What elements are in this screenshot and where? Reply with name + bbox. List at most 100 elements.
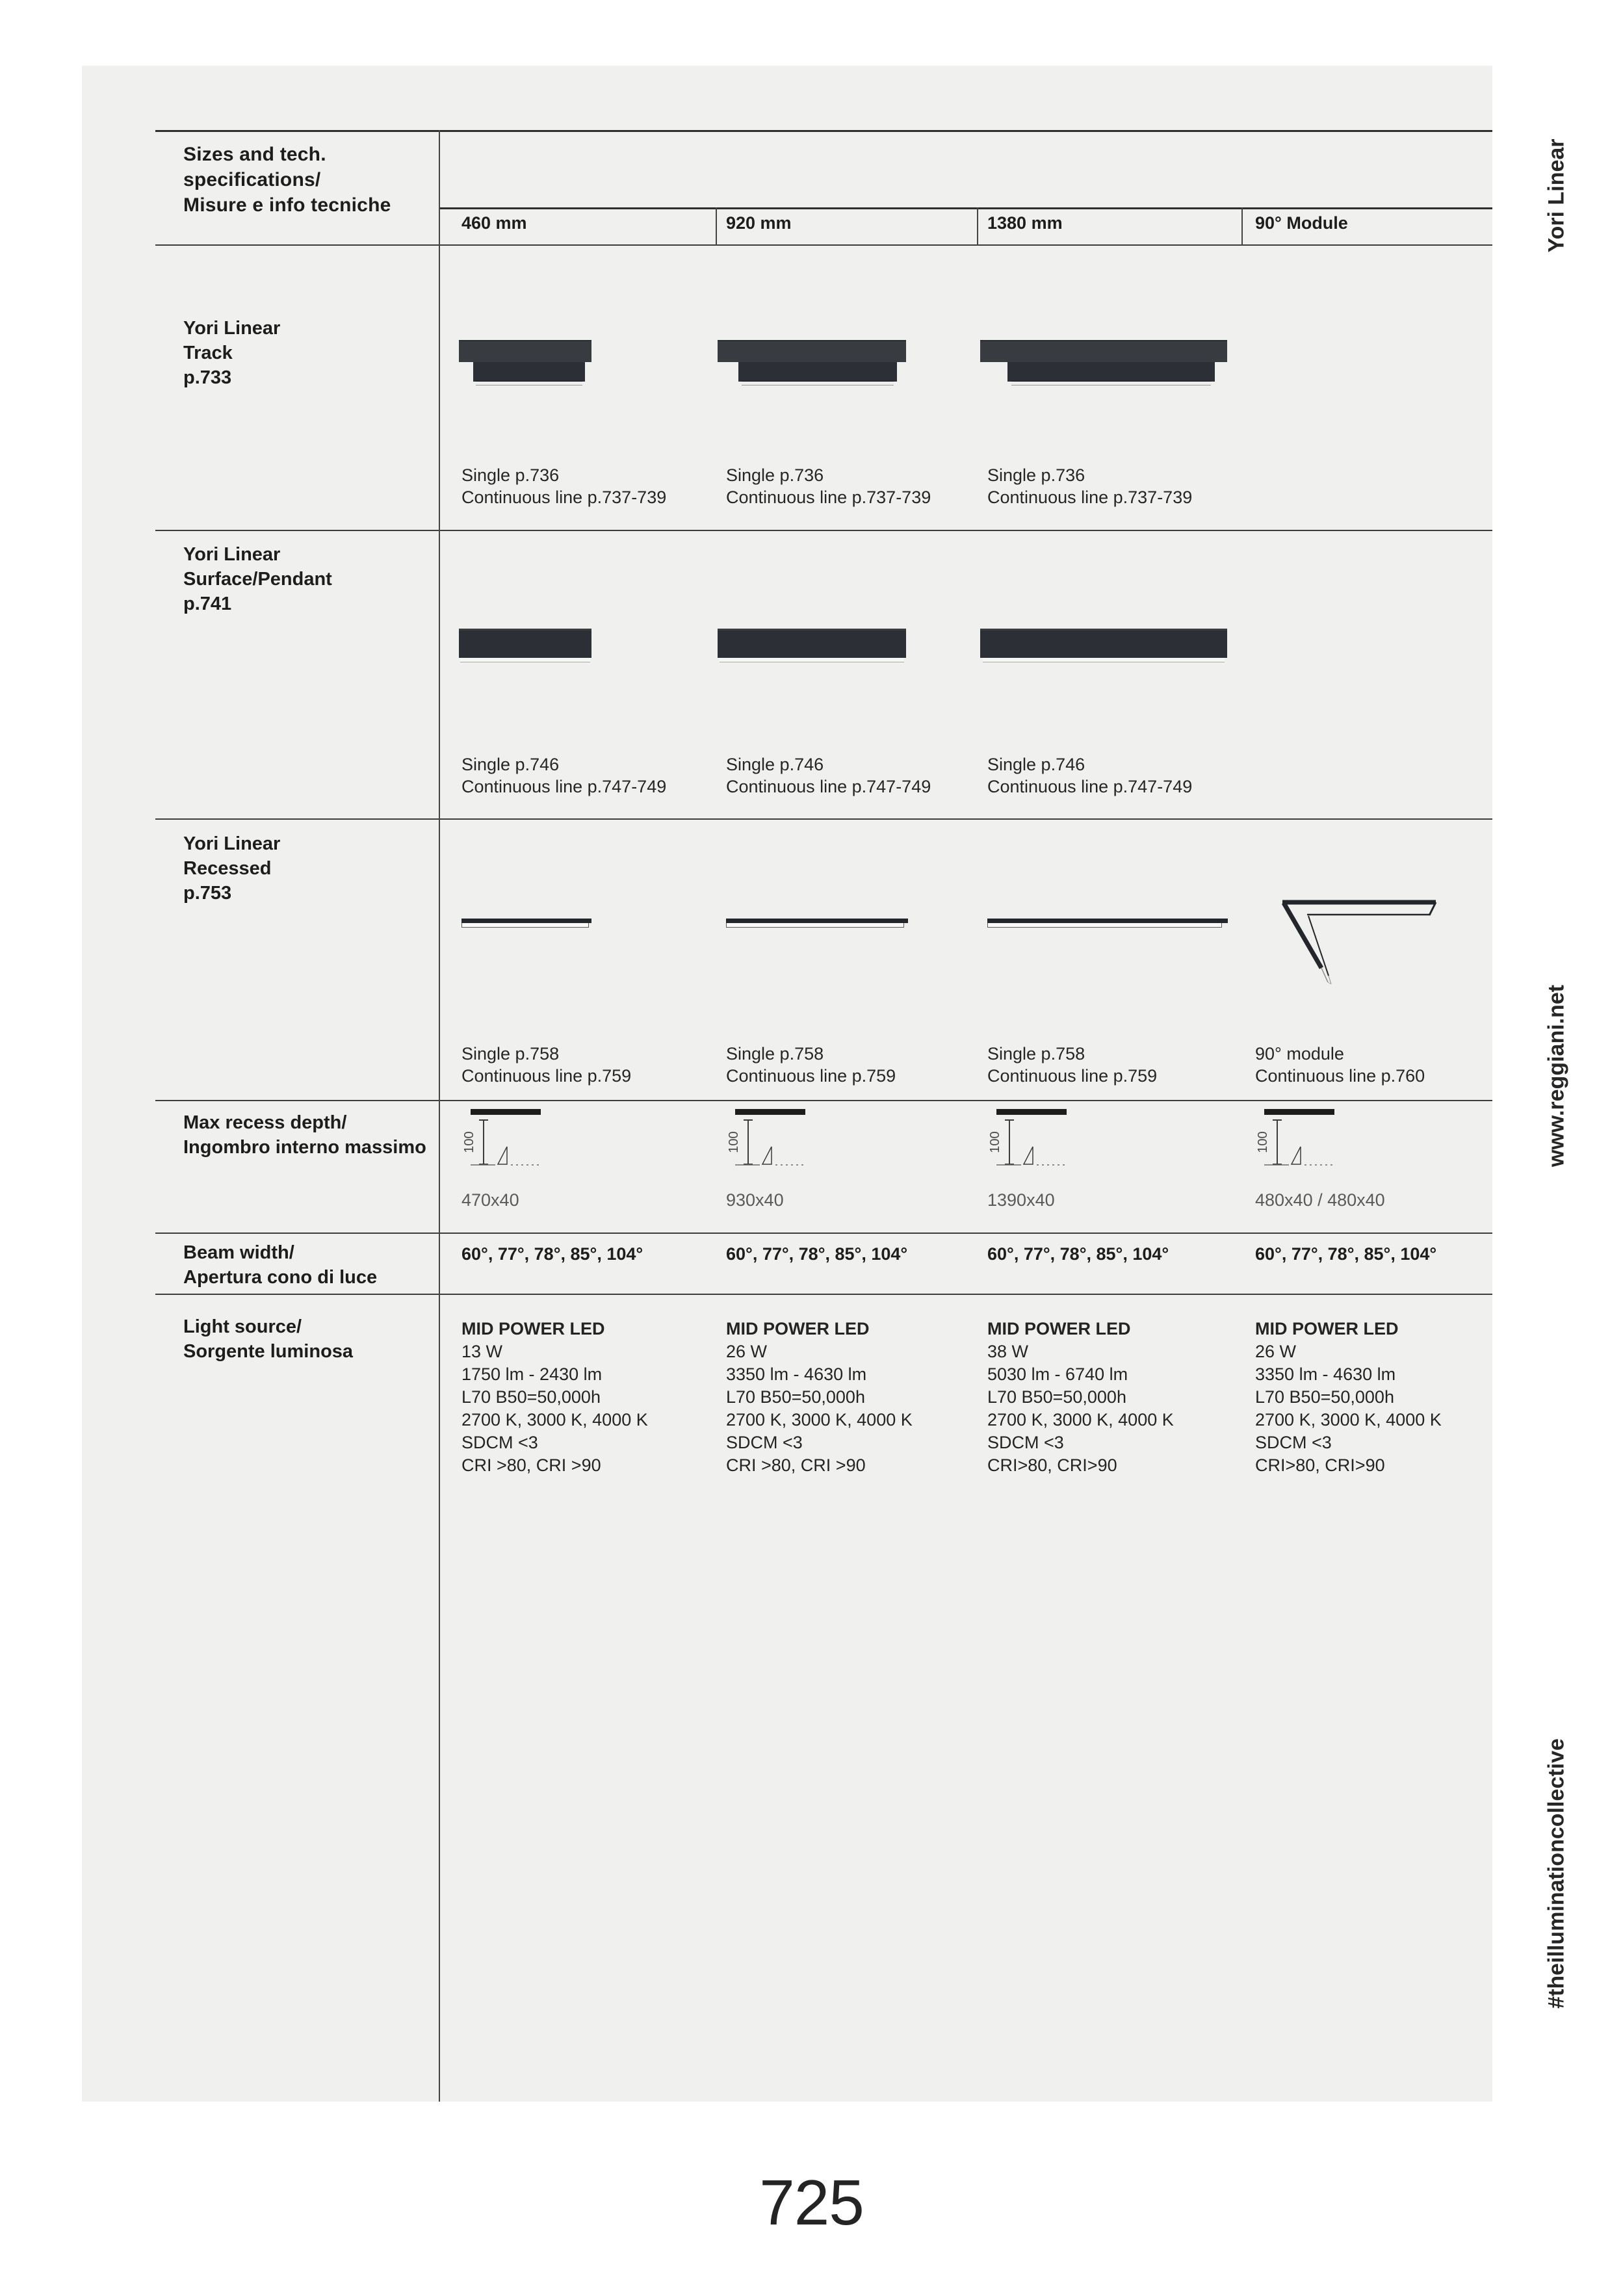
recessed-lens-shape — [461, 923, 589, 928]
row-label-line: Beam width/ — [183, 1242, 294, 1263]
recessed-caption-1380: Single p.758 Continuous line p.759 — [987, 1043, 1157, 1087]
track-caption-1380: Single p.736 Continuous line p.737-739 — [987, 464, 1192, 508]
caption-line: Single p.758 — [461, 1044, 560, 1063]
row-label-recessed: Yori Linear Recessed p.753 — [183, 831, 430, 906]
track-caption-920: Single p.736 Continuous line p.737-739 — [726, 464, 931, 508]
spec-line: 26 W — [726, 1342, 768, 1361]
corner-module-drawing — [1281, 900, 1437, 985]
track-body-shape — [1007, 362, 1215, 385]
surface-body-shape — [980, 629, 1227, 662]
recessed-caption-460: Single p.758 Continuous line p.759 — [461, 1043, 631, 1087]
header-band-rule — [439, 207, 1492, 209]
spec-line: MID POWER LED — [987, 1319, 1131, 1338]
recessed-fixture-drawing — [726, 919, 908, 928]
spec-line: 2700 K, 3000 K, 4000 K — [987, 1410, 1174, 1429]
page-title-line: Sizes and tech. — [183, 144, 326, 165]
caption-line: Continuous line p.737-739 — [987, 488, 1193, 507]
spec-line: CRI>80, CRI>90 — [1255, 1455, 1385, 1475]
spec-line: MID POWER LED — [461, 1319, 605, 1338]
caption-line: Single p.736 — [461, 465, 560, 485]
row-label-line: p.733 — [183, 367, 232, 388]
spec-line: SDCM <3 — [726, 1433, 803, 1452]
table-top-rule — [155, 130, 1492, 132]
recessed-lens-shape — [726, 923, 904, 928]
row-label-line: Recessed — [183, 858, 272, 879]
side-text-hashtag: #theilluminationcollective — [1544, 1738, 1569, 2009]
column-header-1380mm: 1380 mm — [987, 213, 1063, 233]
spec-line: L70 B50=50,000h — [461, 1387, 601, 1407]
track-rail-shape — [718, 340, 906, 362]
surface-lens-shape — [982, 658, 1225, 662]
surface-caption-460: Single p.746 Continuous line p.747-749 — [461, 753, 666, 798]
spec-line: CRI >80, CRI >90 — [461, 1455, 601, 1475]
light-source-specs-1380: MID POWER LED 38 W 5030 lm - 6740 lm L70… — [987, 1318, 1174, 1477]
row-label-line: Sorgente luminosa — [183, 1341, 354, 1362]
track-rail-shape — [459, 340, 591, 362]
caption-line: Continuous line p.759 — [987, 1066, 1158, 1086]
track-fixture-drawing — [459, 340, 591, 385]
caption-line: Single p.758 — [726, 1044, 824, 1063]
surface-lens-shape — [719, 658, 905, 662]
recess-depth-diagram: 100 — [727, 1109, 805, 1166]
row-label-track: Yori Linear Track p.733 — [183, 316, 430, 390]
track-lens-shape — [475, 381, 583, 385]
page-number: 725 — [759, 2167, 864, 2238]
recessed-lens-shape — [987, 923, 1222, 928]
catalog-sheet: Sizes and tech. specifications/ Misure e… — [82, 66, 1492, 2102]
caption-line: 90° module — [1255, 1044, 1344, 1063]
recessed-trim-shape — [726, 919, 908, 923]
spec-line: 2700 K, 3000 K, 4000 K — [461, 1410, 648, 1429]
light-source-specs-920: MID POWER LED 26 W 3350 lm - 4630 lm L70… — [726, 1318, 913, 1477]
row-label-line: Ingombro interno massimo — [183, 1137, 426, 1158]
caption-line: Single p.758 — [987, 1044, 1085, 1063]
recessed-trim-shape — [987, 919, 1228, 923]
recessed-fixture-drawing — [987, 919, 1228, 928]
surface-fixture-drawing — [459, 629, 591, 662]
surface-caption-920: Single p.746 Continuous line p.747-749 — [726, 753, 931, 798]
surface-caption-1380: Single p.746 Continuous line p.747-749 — [987, 753, 1192, 798]
caption-line: Continuous line p.747-749 — [461, 777, 667, 796]
page-title-line: Misure e info tecniche — [183, 194, 391, 216]
caption-line: Single p.746 — [987, 755, 1085, 774]
label-column-divider — [439, 130, 440, 2102]
caption-line: Single p.736 — [987, 465, 1085, 485]
surface-body-shape — [718, 629, 906, 662]
dim-100-label: 100 — [988, 1131, 1002, 1153]
recess-depth-diagram: 100 — [462, 1109, 541, 1166]
recessed-fixture-drawing — [461, 919, 591, 928]
page-title: Sizes and tech. specifications/ Misure e… — [183, 142, 430, 218]
spec-line: SDCM <3 — [461, 1433, 538, 1452]
caption-line: Continuous line p.759 — [461, 1066, 632, 1086]
column-header-90-module: 90° Module — [1255, 213, 1348, 233]
row-label-line: Light source/ — [183, 1316, 302, 1337]
spec-line: 26 W — [1255, 1342, 1297, 1361]
spec-line: MID POWER LED — [1255, 1319, 1399, 1338]
spec-line: 2700 K, 3000 K, 4000 K — [726, 1410, 913, 1429]
track-fixture-drawing — [980, 340, 1227, 385]
caption-line: Continuous line p.737-739 — [726, 488, 931, 507]
light-source-specs-460: MID POWER LED 13 W 1750 lm - 2430 lm L70… — [461, 1318, 648, 1477]
row-rule-2 — [155, 818, 1492, 820]
recess-dim-1380: 1390x40 — [987, 1190, 1055, 1210]
surface-fixture-drawing — [718, 629, 906, 662]
row-rule-4 — [155, 1233, 1492, 1234]
header-bottom-rule — [155, 244, 1492, 246]
row-label-line: Yori Linear — [183, 833, 281, 854]
caption-line: Continuous line p.747-749 — [726, 777, 931, 796]
row-label-line: Yori Linear — [183, 318, 281, 339]
recess-dim-920: 930x40 — [726, 1190, 784, 1210]
header-col-divider-2 — [977, 207, 978, 246]
row-label-light-source: Light source/ Sorgente luminosa — [183, 1314, 430, 1364]
track-lens-shape — [1011, 381, 1211, 385]
recessed-caption-920: Single p.758 Continuous line p.759 — [726, 1043, 896, 1087]
recess-dim-460: 470x40 — [461, 1190, 519, 1210]
spec-line: L70 B50=50,000h — [1255, 1387, 1394, 1407]
row-rule-3 — [155, 1100, 1492, 1101]
row-rule-1 — [155, 530, 1492, 531]
caption-line: Single p.746 — [461, 755, 560, 774]
spec-line: L70 B50=50,000h — [987, 1387, 1126, 1407]
track-caption-460: Single p.736 Continuous line p.737-739 — [461, 464, 666, 508]
row-rule-5 — [155, 1294, 1492, 1295]
row-label-max-recess-depth: Max recess depth/ Ingombro interno massi… — [183, 1110, 430, 1160]
